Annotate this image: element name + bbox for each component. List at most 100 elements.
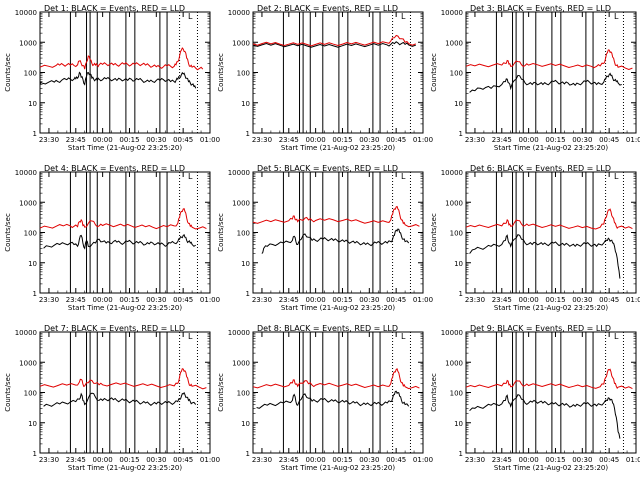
x-tick-label: 01:00 — [626, 456, 640, 464]
y-tick-label: 1 — [246, 450, 250, 458]
x-tick-label: 00:30 — [146, 456, 166, 464]
panel-bracket-mark: L — [188, 172, 193, 181]
x-axis-label: Start Time (21-Aug-02 23:25:20) — [281, 144, 395, 152]
y-tick-label: 10000 — [228, 329, 250, 337]
plot-frame — [465, 331, 637, 454]
panel-title: Det 7: BLACK = Events, RED = LLD — [44, 324, 185, 333]
x-tick-label: 01:00 — [200, 136, 220, 144]
series-events-line — [469, 72, 622, 93]
x-tick-label: 23:45 — [492, 296, 512, 304]
x-tick-label: 23:45 — [279, 456, 299, 464]
x-axis-label: Start Time (21-Aug-02 23:25:20) — [68, 464, 182, 472]
y-tick-label: 10 — [28, 260, 37, 268]
y-axis-label: Counts/sec — [4, 373, 12, 412]
x-tick-label: 23:30 — [465, 136, 485, 144]
y-tick-label: 10000 — [441, 329, 463, 337]
x-tick-label: 00:15 — [119, 456, 139, 464]
series-events-line — [43, 391, 197, 407]
y-tick-label: 1000 — [19, 199, 37, 207]
x-tick-label: 23:30 — [465, 456, 485, 464]
y-tick-label: 1 — [33, 130, 37, 138]
plot-frame — [465, 171, 637, 294]
y-tick-label: 1 — [246, 290, 250, 298]
x-tick-label: 23:30 — [39, 456, 59, 464]
x-tick-label: 00:30 — [359, 136, 379, 144]
y-tick-label: 10000 — [15, 329, 37, 337]
x-tick-label: 23:45 — [66, 296, 86, 304]
x-tick-label: 00:30 — [572, 456, 592, 464]
y-tick-label: 100 — [24, 70, 37, 78]
panel-bracket-mark: L — [401, 332, 406, 341]
x-tick-label: 00:30 — [146, 296, 166, 304]
series-lld-line — [252, 205, 420, 228]
x-tick-label: 00:15 — [332, 456, 352, 464]
panel-title: Det 6: BLACK = Events, RED = LLD — [470, 164, 611, 173]
y-tick-label: 10000 — [15, 169, 37, 177]
series-events-line — [256, 390, 410, 409]
x-tick-label: 00:00 — [93, 136, 113, 144]
panel-bracket-mark: L — [614, 12, 619, 21]
series-events-line — [43, 234, 196, 250]
y-tick-label: 10 — [454, 100, 463, 108]
y-tick-label: 1 — [33, 290, 37, 298]
panel-bracket-mark: L — [401, 172, 406, 181]
series-lld-line — [39, 47, 204, 71]
y-tick-label: 10000 — [228, 169, 250, 177]
x-tick-label: 00:30 — [359, 296, 379, 304]
y-tick-label: 100 — [450, 230, 463, 238]
x-tick-label: 00:45 — [173, 136, 193, 144]
plot-frame — [252, 171, 424, 294]
y-tick-label: 1000 — [232, 199, 250, 207]
x-tick-label: 00:15 — [119, 296, 139, 304]
series-lld-line — [39, 208, 207, 230]
x-tick-label: 01:00 — [626, 136, 640, 144]
y-tick-label: 10 — [241, 420, 250, 428]
x-tick-label: 23:45 — [279, 136, 299, 144]
x-tick-label: 00:00 — [93, 296, 113, 304]
x-tick-label: 00:30 — [572, 296, 592, 304]
y-tick-label: 1000 — [445, 199, 463, 207]
plot-frame — [39, 171, 211, 294]
x-tick-label: 01:00 — [413, 296, 433, 304]
panel-bracket-mark: L — [188, 332, 193, 341]
x-axis-label: Start Time (21-Aug-02 23:25:20) — [68, 144, 182, 152]
plot-frame — [465, 11, 637, 134]
panel-bracket-mark: L — [614, 172, 619, 181]
x-axis-label: Start Time (21-Aug-02 23:25:20) — [494, 304, 608, 312]
x-tick-label: 00:15 — [545, 136, 565, 144]
x-tick-label: 01:00 — [626, 296, 640, 304]
x-tick-label: 23:30 — [39, 136, 59, 144]
x-tick-label: 23:30 — [252, 296, 272, 304]
x-axis-label: Start Time (21-Aug-02 23:25:20) — [68, 304, 182, 312]
x-tick-label: 23:30 — [252, 456, 272, 464]
plot-frame — [39, 11, 211, 134]
x-tick-label: 00:15 — [332, 296, 352, 304]
series-events-line — [261, 228, 410, 254]
y-tick-label: 10 — [241, 100, 250, 108]
x-tick-label: 23:30 — [39, 296, 59, 304]
y-tick-label: 1 — [459, 130, 463, 138]
y-tick-label: 100 — [237, 390, 250, 398]
y-tick-label: 100 — [450, 70, 463, 78]
x-tick-label: 00:45 — [173, 296, 193, 304]
y-tick-label: 1000 — [445, 39, 463, 47]
x-tick-label: 00:45 — [386, 136, 406, 144]
y-axis-label: Counts/sec — [217, 373, 225, 412]
y-tick-label: 1 — [459, 450, 463, 458]
y-tick-label: 10000 — [441, 9, 463, 17]
x-tick-label: 00:00 — [93, 456, 113, 464]
series-lld-line — [39, 368, 207, 390]
y-axis-label: Counts/sec — [217, 213, 225, 252]
x-tick-label: 00:15 — [119, 136, 139, 144]
x-tick-label: 23:30 — [465, 296, 485, 304]
series-lld-line — [252, 34, 416, 47]
series-lld-line — [465, 208, 633, 230]
y-tick-label: 1 — [33, 450, 37, 458]
y-tick-label: 10 — [28, 420, 37, 428]
x-tick-label: 00:45 — [599, 456, 619, 464]
x-tick-label: 00:30 — [146, 136, 166, 144]
